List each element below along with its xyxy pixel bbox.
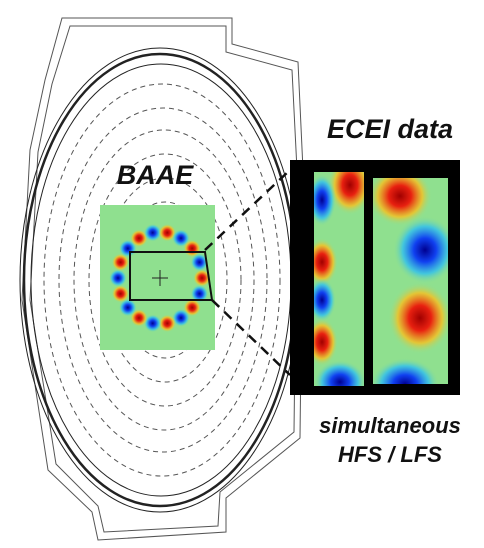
caption-line: HFS / LFS [338, 442, 442, 467]
projection-lines [205, 170, 290, 375]
mode-label: BAAE [117, 160, 194, 190]
mode-blob [112, 285, 130, 303]
figure: BAAE ECEI data simultaneous HFS / LFS [0, 0, 484, 548]
ecei-hfs [306, 155, 372, 404]
ecei-label: ECEI data [327, 114, 453, 144]
mode-blob [109, 269, 127, 287]
ecei-lfs [368, 166, 457, 410]
caption-line: simultaneous [319, 413, 461, 438]
